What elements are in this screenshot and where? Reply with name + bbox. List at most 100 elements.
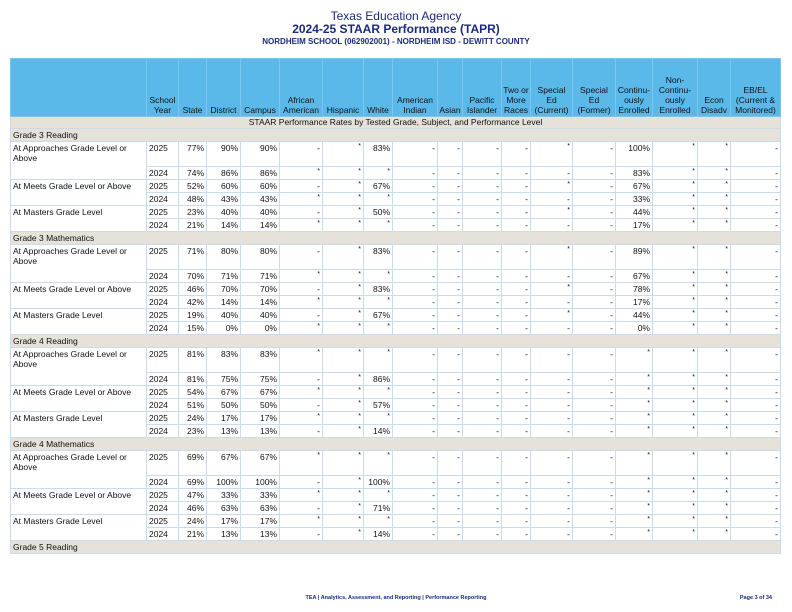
rate-cell: - [530, 527, 573, 541]
rate-cell: - [530, 166, 573, 180]
rate-cell: * [322, 282, 364, 296]
rate-cell: * [322, 141, 364, 167]
rate-cell: - [437, 347, 463, 373]
rate-cell: 46% [178, 501, 207, 515]
rate-cell: 100% [240, 475, 280, 489]
rate-cell: * [615, 514, 653, 528]
school-year-cell: 2024 [146, 424, 179, 438]
rate-cell: - [462, 205, 502, 219]
performance-level-label: At Approaches Grade Level or Above [10, 244, 147, 283]
table-row: At Masters Grade Level 2025 24% 17% 17% * * * - -… [10, 411, 781, 438]
rate-cell: 71% [178, 244, 207, 270]
school-year-cell: 2024 [146, 372, 179, 386]
rate-cell: 17% [240, 411, 280, 425]
rate-cell: - [730, 514, 781, 528]
rate-cell: - [392, 308, 438, 322]
column-header: School Year [146, 58, 179, 117]
rate-cell: * [697, 450, 731, 476]
school-year-cell: 2025 [146, 347, 179, 373]
rate-cell: - [501, 282, 531, 296]
rate-cell: - [572, 166, 616, 180]
column-header: Pacific Islander [462, 58, 502, 117]
rate-cell: * [615, 450, 653, 476]
rate-cell: 74% [178, 166, 207, 180]
rate-cell: 81% [178, 372, 207, 386]
rate-cell: 23% [178, 205, 207, 219]
rate-cell: * [322, 295, 364, 309]
school-year-cell: 2025 [146, 385, 179, 399]
rate-cell: * [652, 295, 698, 309]
table-row: At Meets Grade Level or Above 2025 47% 33% 3… [10, 488, 781, 515]
rate-cell: - [392, 269, 438, 283]
rate-cell: 67% [363, 179, 393, 193]
table-row: At Approaches Grade Level or Above 2025 77… [10, 141, 781, 180]
rate-cell: * [697, 205, 731, 219]
rate-cell: - [501, 488, 531, 502]
rate-cell: 46% [178, 282, 207, 296]
rate-cell: - [501, 527, 531, 541]
rate-cell: - [730, 295, 781, 309]
rate-cell: - [572, 424, 616, 438]
rate-cell: * [322, 192, 364, 206]
rate-cell: - [462, 269, 502, 283]
rate-cell: - [572, 527, 616, 541]
rate-cell: * [652, 269, 698, 283]
column-header: Campus [240, 58, 280, 117]
table-row: At Approaches Grade Level or Above 2025 69… [10, 450, 781, 489]
rate-cell: - [437, 488, 463, 502]
rate-cell: * [697, 282, 731, 296]
rate-cell: - [437, 244, 463, 270]
rate-cell: 14% [240, 295, 280, 309]
rate-cell: - [572, 411, 616, 425]
rate-cell: 83% [240, 347, 280, 373]
rate-cell: 83% [363, 244, 393, 270]
rate-cell: * [363, 514, 393, 528]
rate-cell: - [392, 450, 438, 476]
rate-cell: 14% [240, 218, 280, 232]
table-row: 2024 21% 14% 14% * * * - - - - - -17% * * - [11, 218, 781, 232]
column-header: Non-Continu-ously Enrolled [652, 58, 698, 117]
table-subheading: STAAR Performance Rates by Tested Grade,… [10, 116, 781, 129]
rate-cell: 60% [240, 179, 280, 193]
rate-cell: - [279, 501, 323, 515]
rate-cell: * [279, 488, 323, 502]
rate-cell: * [322, 372, 364, 386]
rate-cell: 44% [615, 308, 653, 322]
rate-cell: 33% [240, 488, 280, 502]
rate-cell: - [730, 424, 781, 438]
rate-cell: 42% [178, 295, 207, 309]
rate-cell: * [279, 192, 323, 206]
column-header: Continu-ously Enrolled [615, 58, 653, 117]
rate-cell: - [462, 450, 502, 476]
rate-cell: * [279, 514, 323, 528]
rate-cell: - [572, 205, 616, 219]
rate-cell: * [697, 514, 731, 528]
performance-level-label: At Meets Grade Level or Above [10, 385, 147, 412]
rate-cell: * [363, 321, 393, 335]
rate-cell: * [279, 385, 323, 399]
rate-cell: - [730, 385, 781, 399]
rate-cell: * [363, 411, 393, 425]
rate-cell: * [615, 424, 653, 438]
rate-cell: - [437, 282, 463, 296]
rate-cell: - [572, 269, 616, 283]
rate-cell: 75% [240, 372, 280, 386]
rate-cell: - [462, 347, 502, 373]
performance-level-label: At Approaches Grade Level or Above [10, 450, 147, 489]
rate-cell: - [730, 475, 781, 489]
rate-cell: - [572, 244, 616, 270]
rate-cell: * [697, 179, 731, 193]
school-year-cell: 2025 [146, 488, 179, 502]
rate-cell: - [392, 218, 438, 232]
rate-cell: 13% [240, 527, 280, 541]
school-year-cell: 2024 [146, 192, 179, 206]
table-row: At Meets Grade Level or Above 2025 52% 60% 6… [10, 179, 781, 206]
rate-cell: * [652, 205, 698, 219]
school-year-cell: 2024 [146, 166, 179, 180]
rate-cell: - [279, 179, 323, 193]
rate-cell: * [697, 192, 731, 206]
rate-cell: 13% [206, 527, 241, 541]
school-year-cell: 2024 [146, 269, 179, 283]
rate-cell: * [530, 205, 573, 219]
rate-cell: * [322, 527, 364, 541]
